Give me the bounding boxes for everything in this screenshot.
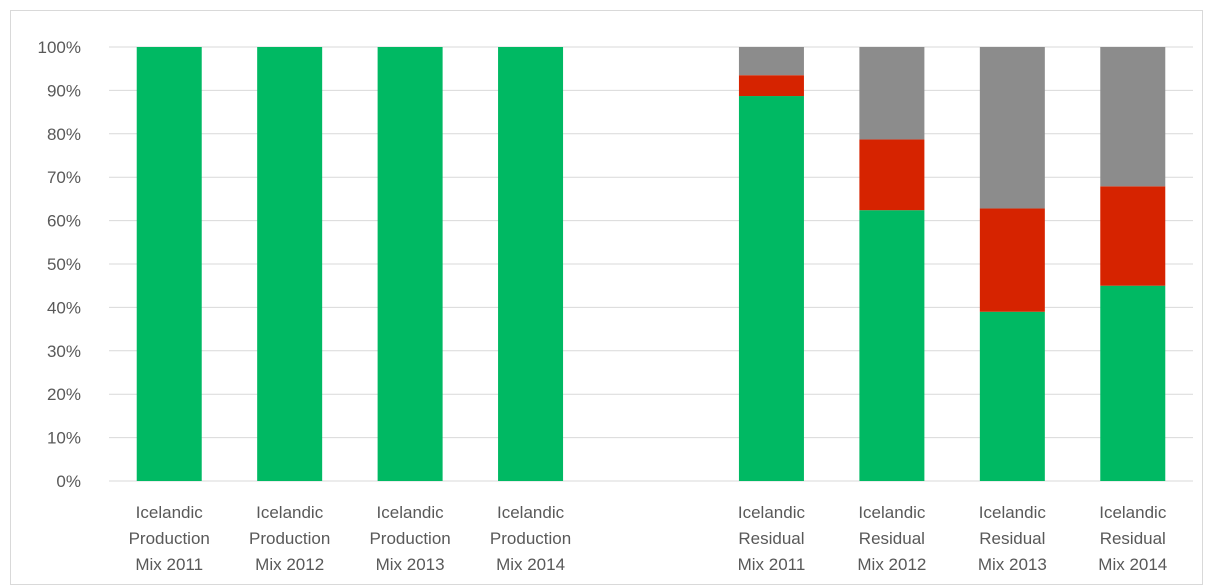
x-category-label: Production (369, 529, 450, 548)
bar-segment (979, 208, 1045, 312)
y-tick-label: 20% (47, 385, 81, 404)
stacked-bar-chart: 0% 10% 20% 30% 40% 50% 60% 70% 80% 90% 100% Icelan… (38, 38, 1193, 574)
y-tick-label: 100% (38, 38, 81, 57)
bar-segment (738, 96, 804, 482)
y-tick-label: 0% (56, 472, 81, 491)
x-category-label: Residual (1100, 529, 1166, 548)
bars (136, 47, 1166, 482)
bar-segment (377, 47, 443, 481)
y-tick-label: 80% (47, 125, 81, 144)
x-category-label: Production (490, 529, 571, 548)
x-category-label: Production (249, 529, 330, 548)
x-category-label: Mix 2014 (496, 555, 565, 574)
bar-segment (136, 47, 202, 481)
x-category-label: Mix 2013 (376, 555, 445, 574)
x-category-label: Icelandic (1099, 503, 1167, 522)
bar-segment (979, 47, 1045, 209)
x-category-label: Icelandic (377, 503, 445, 522)
x-category-label: Mix 2011 (135, 555, 203, 574)
bar-segment (738, 47, 804, 76)
x-category-label: Residual (859, 529, 925, 548)
x-category-label: Residual (979, 529, 1045, 548)
bar-segment (859, 139, 925, 211)
x-category-label: Icelandic (979, 503, 1047, 522)
y-tick-label: 60% (47, 212, 81, 231)
x-category-label: Mix 2012 (255, 555, 324, 574)
x-category-label: Residual (738, 529, 804, 548)
x-category-label: Mix 2013 (978, 555, 1047, 574)
bar-segment (859, 210, 925, 481)
y-tick-label: 70% (47, 168, 81, 187)
x-category-label: Icelandic (497, 503, 565, 522)
x-category-label: Icelandic (738, 503, 806, 522)
y-tick-label: 90% (47, 81, 81, 100)
bar-segment (1100, 285, 1166, 481)
bar-segment (1100, 47, 1166, 187)
x-category-label: Icelandic (256, 503, 324, 522)
y-axis-tick-labels: 0% 10% 20% 30% 40% 50% 60% 70% 80% 90% 100% (38, 38, 81, 491)
x-category-label: Icelandic (136, 503, 204, 522)
y-tick-label: 30% (47, 342, 81, 361)
y-tick-label: 10% (47, 429, 81, 448)
x-category-label: Mix 2014 (1098, 555, 1167, 574)
y-tick-label: 40% (47, 298, 81, 317)
x-category-label: Production (129, 529, 210, 548)
x-category-label: Mix 2012 (857, 555, 926, 574)
bar-segment (498, 47, 564, 481)
bar-segment (257, 47, 323, 481)
chart-frame: 0% 10% 20% 30% 40% 50% 60% 70% 80% 90% 100% Icelan… (10, 10, 1203, 585)
x-axis-category-labels: Icelandic Production Mix 2011 Icelandic Prod… (129, 503, 1168, 574)
bar-segment (859, 47, 925, 140)
bar-segment (1100, 186, 1166, 286)
bar-segment (738, 75, 804, 97)
x-category-label: Icelandic (858, 503, 926, 522)
bar-segment (979, 311, 1045, 481)
y-tick-label: 50% (47, 255, 81, 274)
x-category-label: Mix 2011 (738, 555, 806, 574)
